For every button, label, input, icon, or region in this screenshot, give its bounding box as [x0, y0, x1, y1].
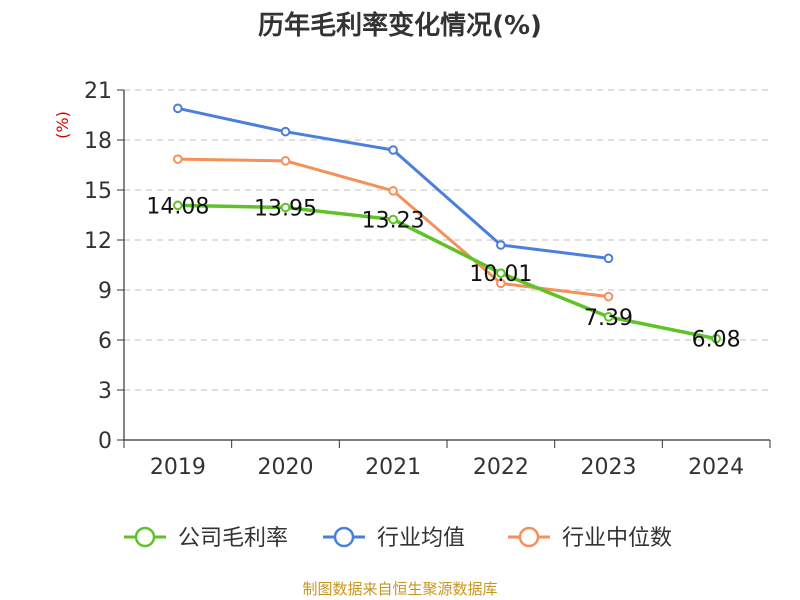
data-point: [603, 253, 614, 264]
x-tick-label: 2022: [473, 455, 529, 480]
series-line: [176, 106, 610, 260]
chart-title: 历年毛利率变化情况(%): [258, 10, 542, 41]
legend: 公司毛利率 行业均值 行业中位数: [124, 526, 672, 551]
y-tick-label: 15: [84, 179, 112, 204]
grid-lines: [124, 89, 770, 391]
data-point: [603, 312, 614, 322]
legend-marker: [333, 526, 355, 548]
data-point: [280, 156, 291, 166]
data-point: [388, 214, 398, 225]
y-tick-label: 12: [84, 229, 112, 254]
series-lines: [173, 103, 721, 344]
data-point: [388, 186, 398, 196]
x-tick-label: 2023: [581, 455, 637, 480]
y-tick-label: 3: [98, 379, 112, 404]
data-point: [496, 278, 506, 289]
data-point: [173, 103, 183, 114]
y-tick-label: 18: [84, 129, 112, 154]
data-point: [280, 126, 291, 137]
data-point: [711, 333, 721, 344]
series-line: [176, 203, 718, 341]
data-point: [388, 145, 398, 155]
legend-marker: [134, 526, 156, 548]
x-tick-label: 2024: [688, 455, 744, 480]
x-tick-label: 2021: [365, 455, 421, 480]
axes: 0 3 6 9 12 15 18 21 2019 2020 2021 2022 2023 2024: [84, 79, 771, 480]
x-tick-label: 2019: [150, 455, 206, 480]
data-point: [280, 202, 291, 213]
legend-label: 行业中位数: [562, 526, 672, 551]
data-label: 10.01: [469, 262, 532, 287]
data-label: 7.39: [584, 306, 633, 331]
legend-label: 公司毛利率: [178, 526, 288, 551]
data-label: 14.08: [146, 194, 209, 219]
legend-label: 行业均值: [377, 526, 465, 551]
y-tick-label: 0: [98, 429, 112, 454]
data-point: [603, 291, 614, 302]
data-point: [173, 154, 183, 164]
data-label: 6.08: [692, 328, 741, 353]
data-point: [496, 240, 506, 250]
y-tick-label: 6: [98, 329, 112, 354]
y-axis-label: (%): [53, 111, 72, 139]
data-labels: 14.08 13.95 13.23 10.01 7.39 6.08: [146, 194, 740, 352]
y-tick-label: 21: [84, 79, 112, 104]
data-point: [173, 200, 183, 211]
x-tick-label: 2020: [258, 455, 314, 480]
data-label: 13.95: [254, 197, 317, 222]
y-tick-label: 9: [98, 279, 112, 304]
data-point: [496, 268, 506, 278]
data-label: 13.23: [362, 209, 425, 234]
legend-marker: [518, 526, 540, 548]
source-note: 制图数据来自恒生聚源数据库: [302, 580, 497, 598]
